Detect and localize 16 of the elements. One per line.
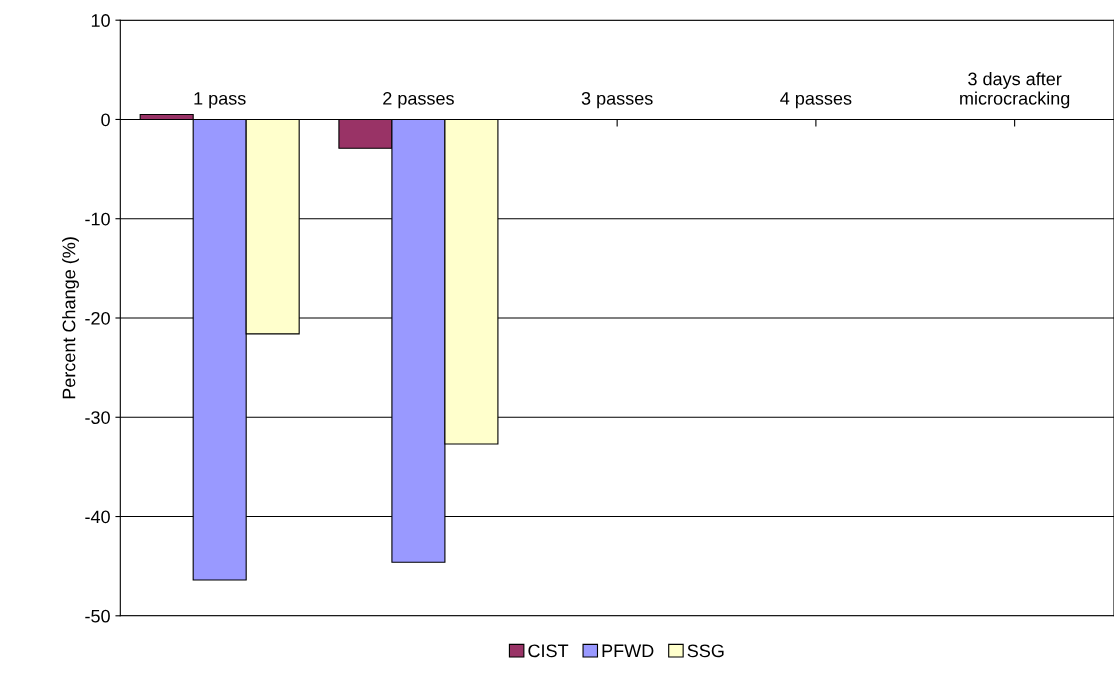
x-tick-label: 2 passes xyxy=(383,91,454,109)
legend-label: CIST xyxy=(528,644,569,658)
x-tick-label: 3 days after microcracking xyxy=(960,72,1070,109)
y-tick-label: -50 xyxy=(85,609,110,623)
y-tick-label: -10 xyxy=(85,212,110,226)
x-tick-label: 1 pass xyxy=(194,92,246,109)
y-axis-title: Percent Change (%) xyxy=(62,237,79,399)
legend-label: SSG xyxy=(687,644,724,658)
y-tick-label: 0 xyxy=(101,113,110,127)
y-tick-label: -30 xyxy=(85,411,110,424)
legend-label: PFWD xyxy=(602,644,654,658)
x-tick-label: 4 passes xyxy=(780,92,852,109)
x-tick-label: 3 passes xyxy=(581,91,653,109)
y-tick-label: 10 xyxy=(91,14,110,27)
y-tick-label: -40 xyxy=(85,510,110,524)
y-tick-label: -20 xyxy=(85,311,110,325)
